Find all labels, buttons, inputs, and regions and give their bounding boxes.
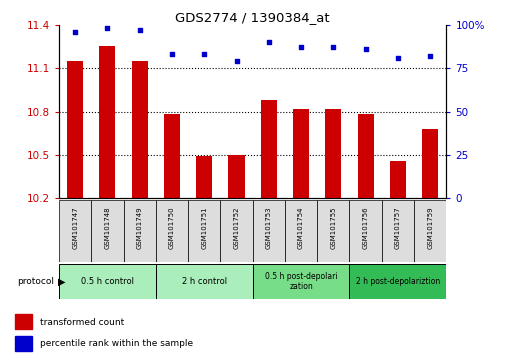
- Title: GDS2774 / 1390384_at: GDS2774 / 1390384_at: [175, 11, 330, 24]
- Bar: [228, 155, 245, 198]
- Bar: [422, 129, 438, 198]
- Point: [297, 45, 305, 50]
- Text: transformed count: transformed count: [40, 318, 124, 327]
- Point: [103, 25, 111, 31]
- Bar: [325, 109, 342, 198]
- Text: protocol: protocol: [17, 277, 54, 286]
- Point: [394, 55, 402, 61]
- Bar: [100, 46, 115, 198]
- Bar: [196, 156, 212, 198]
- Point: [329, 45, 338, 50]
- Text: GSM101756: GSM101756: [363, 207, 369, 249]
- Bar: [349, 200, 382, 262]
- Text: 0.5 h post-depolari
zation: 0.5 h post-depolari zation: [265, 272, 338, 291]
- Text: 2 h post-depolariztion: 2 h post-depolariztion: [356, 277, 440, 286]
- Point: [168, 51, 176, 57]
- Bar: [188, 200, 221, 262]
- Point: [426, 53, 435, 59]
- Bar: [414, 200, 446, 262]
- Bar: [124, 200, 156, 262]
- Text: GSM101754: GSM101754: [298, 207, 304, 249]
- Text: GSM101757: GSM101757: [395, 207, 401, 249]
- Bar: [252, 264, 349, 299]
- Bar: [156, 200, 188, 262]
- Text: GSM101759: GSM101759: [427, 207, 433, 249]
- Text: GSM101750: GSM101750: [169, 207, 175, 249]
- Bar: [221, 200, 252, 262]
- Bar: [59, 200, 91, 262]
- Text: GSM101753: GSM101753: [266, 207, 272, 249]
- Bar: [390, 161, 406, 198]
- Bar: [164, 114, 180, 198]
- Text: GSM101747: GSM101747: [72, 207, 78, 249]
- Bar: [15, 336, 32, 350]
- Bar: [261, 100, 277, 198]
- Bar: [382, 200, 414, 262]
- Bar: [67, 61, 83, 198]
- Bar: [15, 314, 32, 329]
- Bar: [317, 200, 349, 262]
- Bar: [358, 114, 373, 198]
- Bar: [132, 61, 148, 198]
- Bar: [293, 109, 309, 198]
- Point: [135, 27, 144, 33]
- Point: [265, 39, 273, 45]
- Text: GSM101751: GSM101751: [201, 207, 207, 249]
- Point: [232, 58, 241, 64]
- Text: percentile rank within the sample: percentile rank within the sample: [40, 339, 193, 348]
- Text: 0.5 h control: 0.5 h control: [81, 277, 134, 286]
- Point: [200, 51, 208, 57]
- Text: 2 h control: 2 h control: [182, 277, 227, 286]
- Bar: [252, 200, 285, 262]
- Bar: [91, 200, 124, 262]
- Bar: [349, 264, 446, 299]
- Bar: [156, 264, 252, 299]
- Bar: [59, 264, 156, 299]
- Text: GSM101749: GSM101749: [136, 207, 143, 249]
- Text: GSM101755: GSM101755: [330, 207, 337, 249]
- Text: GSM101748: GSM101748: [105, 207, 110, 249]
- Text: ▶: ▶: [58, 276, 66, 286]
- Bar: [285, 200, 317, 262]
- Point: [71, 29, 79, 35]
- Point: [362, 46, 370, 52]
- Text: GSM101752: GSM101752: [233, 207, 240, 249]
